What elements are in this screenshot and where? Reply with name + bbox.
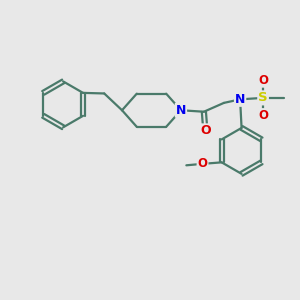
Text: O: O: [197, 157, 208, 170]
Text: O: O: [258, 109, 268, 122]
Text: O: O: [258, 74, 268, 87]
Text: S: S: [258, 92, 268, 104]
Text: N: N: [235, 93, 245, 106]
Text: N: N: [176, 104, 186, 117]
Text: O: O: [200, 124, 211, 137]
